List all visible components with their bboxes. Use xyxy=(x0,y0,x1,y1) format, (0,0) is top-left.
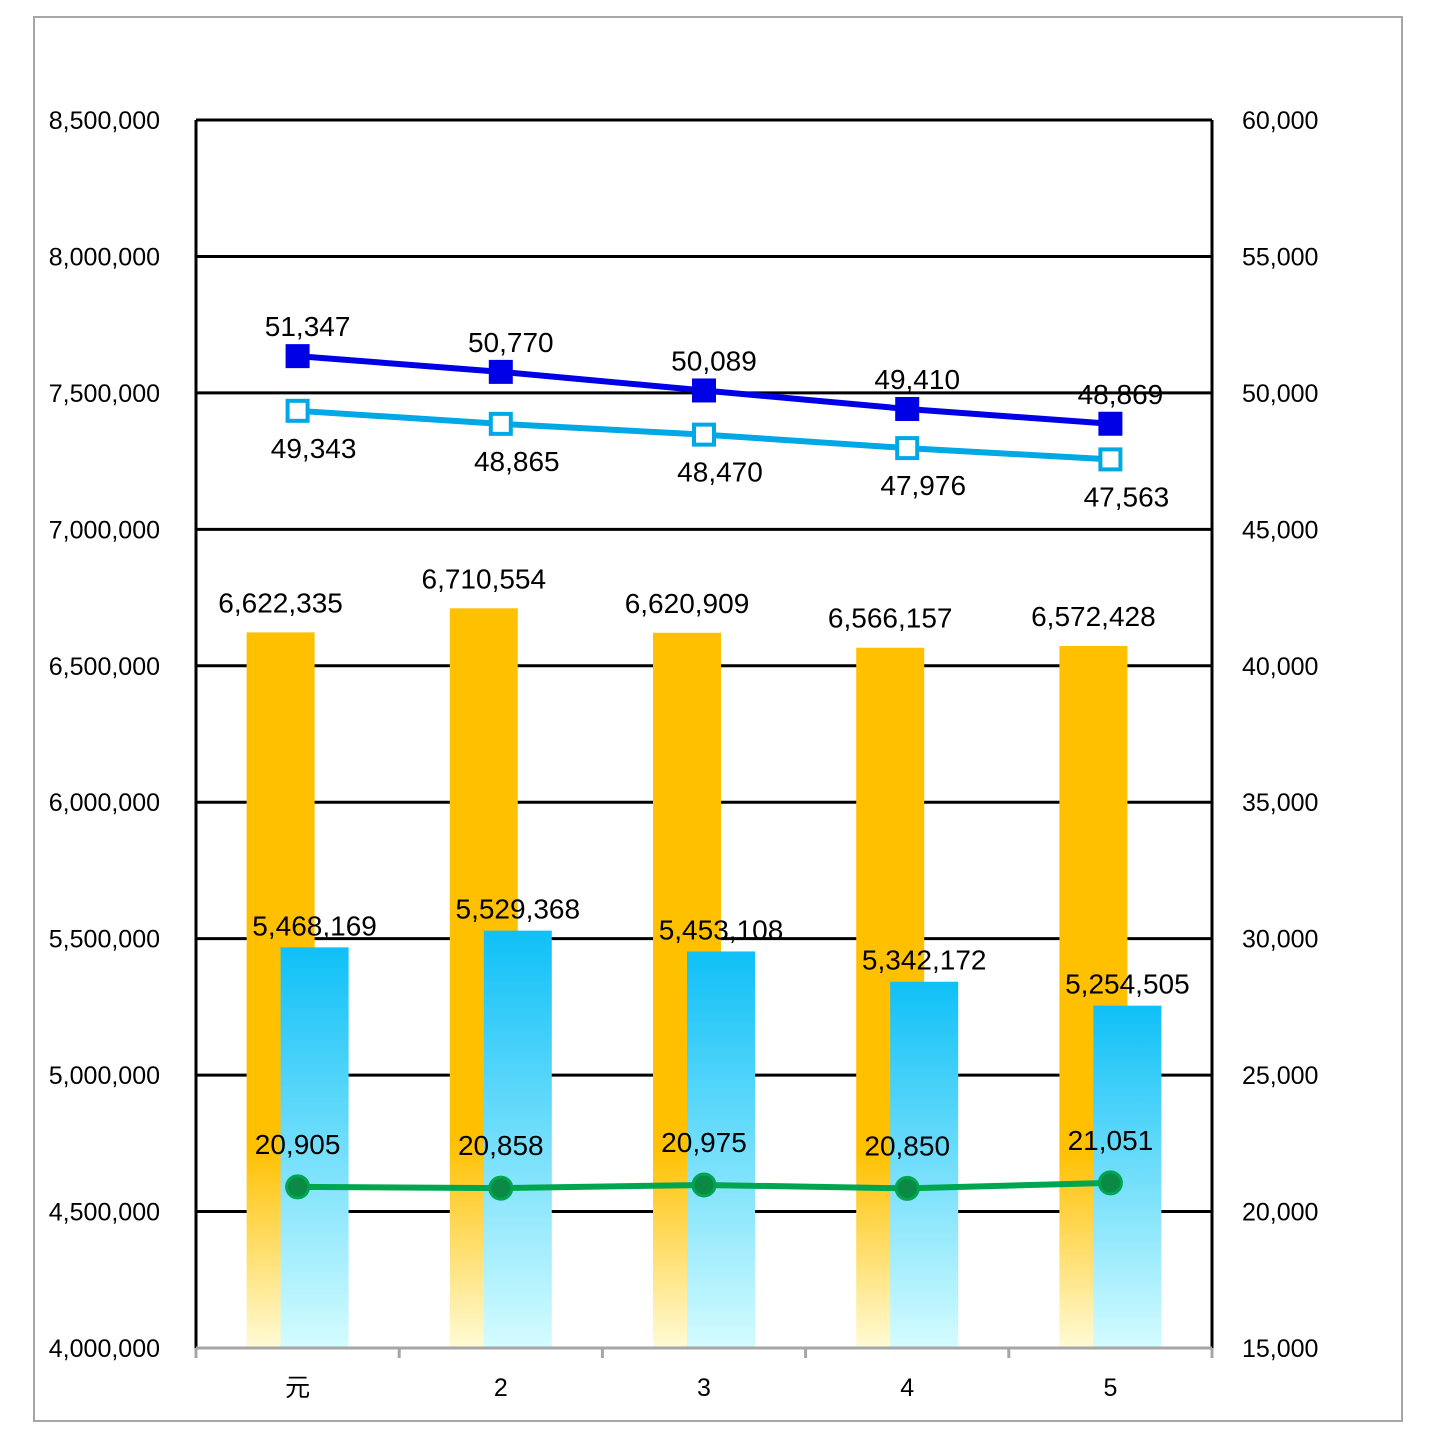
line-data-label: 20,905 xyxy=(255,1129,341,1160)
y-right-tick-label: 60,000 xyxy=(1242,107,1318,135)
bar-data-label: 6,622,335 xyxy=(218,587,343,618)
x-tick-label: 元 xyxy=(285,1374,310,1402)
bar-data-label: 5,453,108 xyxy=(659,914,784,945)
line-data-label: 20,858 xyxy=(458,1130,544,1161)
line-data-label: 50,089 xyxy=(671,345,757,376)
y-left-tick-label: 7,000,000 xyxy=(49,516,160,544)
point-marker xyxy=(285,1174,311,1200)
y-left-tick-label: 8,000,000 xyxy=(49,243,160,271)
line-data-label: 49,343 xyxy=(271,433,357,464)
point-marker xyxy=(488,359,513,384)
bar-data-label: 6,572,428 xyxy=(1031,601,1156,632)
bar xyxy=(890,981,959,1348)
y-left-tick-label: 8,500,000 xyxy=(49,107,160,135)
bar-data-label: 6,566,157 xyxy=(828,603,953,634)
line-data-label: 48,865 xyxy=(474,446,560,477)
y-right-tick-label: 25,000 xyxy=(1242,1062,1318,1090)
x-tick-label: 2 xyxy=(494,1374,508,1402)
x-tick-label: 5 xyxy=(1103,1374,1117,1402)
line-data-label: 48,869 xyxy=(1078,379,1164,410)
bar xyxy=(280,947,349,1348)
bar xyxy=(483,930,552,1348)
y-right-tick-label: 15,000 xyxy=(1242,1335,1318,1363)
line-data-label: 20,975 xyxy=(661,1127,747,1158)
y-left-tick-label: 7,500,000 xyxy=(49,380,160,408)
bar-data-label: 5,254,505 xyxy=(1065,969,1190,1000)
lines xyxy=(285,344,1123,1201)
y-right-tick-label: 50,000 xyxy=(1242,380,1318,408)
line-data-label: 50,770 xyxy=(468,327,554,358)
bar-data-label: 6,620,909 xyxy=(625,588,750,619)
y-right-tick-label: 35,000 xyxy=(1242,789,1318,817)
y-left-tick-label: 5,500,000 xyxy=(49,926,160,954)
line-data-label: 47,976 xyxy=(880,470,966,501)
point-marker xyxy=(285,398,310,423)
axes: 4,000,000 4,500,000 5,000,000 5,500,000 6,00… xyxy=(49,107,1319,1402)
data-labels: 6,622,335 6,710,554 6,620,909 6,566,157 6,57… xyxy=(218,311,1189,1161)
point-marker xyxy=(488,1175,514,1201)
bar-data-label: 5,529,368 xyxy=(456,894,581,925)
y-left-tick-label: 5,000,000 xyxy=(49,1062,160,1090)
bar-data-label: 5,468,169 xyxy=(252,910,377,941)
point-marker xyxy=(1097,1170,1123,1196)
line-data-label: 21,051 xyxy=(1068,1125,1154,1156)
x-tick-label: 3 xyxy=(697,1374,711,1402)
y-left-tick-label: 6,000,000 xyxy=(49,789,160,817)
point-marker xyxy=(692,378,716,403)
bars xyxy=(246,608,1162,1348)
line-data-label: 20,850 xyxy=(864,1130,950,1161)
point-marker xyxy=(1098,411,1123,436)
x-tick-label: 4 xyxy=(900,1374,914,1402)
point-marker xyxy=(691,1172,717,1198)
bar-data-label: 5,342,172 xyxy=(862,945,987,976)
bar xyxy=(687,951,755,1348)
y-left-tick-label: 4,500,000 xyxy=(49,1199,160,1227)
line-data-label: 49,410 xyxy=(874,364,960,395)
point-marker xyxy=(692,422,716,447)
point-marker xyxy=(1098,447,1123,472)
y-right-tick-label: 40,000 xyxy=(1242,653,1318,681)
point-marker xyxy=(894,1175,920,1201)
y-right-tick-label: 45,000 xyxy=(1242,516,1318,544)
point-marker xyxy=(895,396,920,421)
line-data-label: 51,347 xyxy=(265,311,351,342)
y-right-tick-label: 20,000 xyxy=(1242,1199,1318,1227)
line-data-label: 47,563 xyxy=(1084,481,1170,512)
point-marker xyxy=(285,344,310,369)
y-right-tick-label: 55,000 xyxy=(1242,243,1318,271)
point-marker xyxy=(488,411,513,436)
bar-data-label: 6,710,554 xyxy=(422,563,547,594)
line-data-label: 48,470 xyxy=(677,457,763,488)
point-marker xyxy=(895,436,920,461)
y-left-tick-label: 6,500,000 xyxy=(49,653,160,681)
y-right-tick-label: 30,000 xyxy=(1242,926,1318,954)
y-left-tick-label: 4,000,000 xyxy=(49,1335,160,1363)
